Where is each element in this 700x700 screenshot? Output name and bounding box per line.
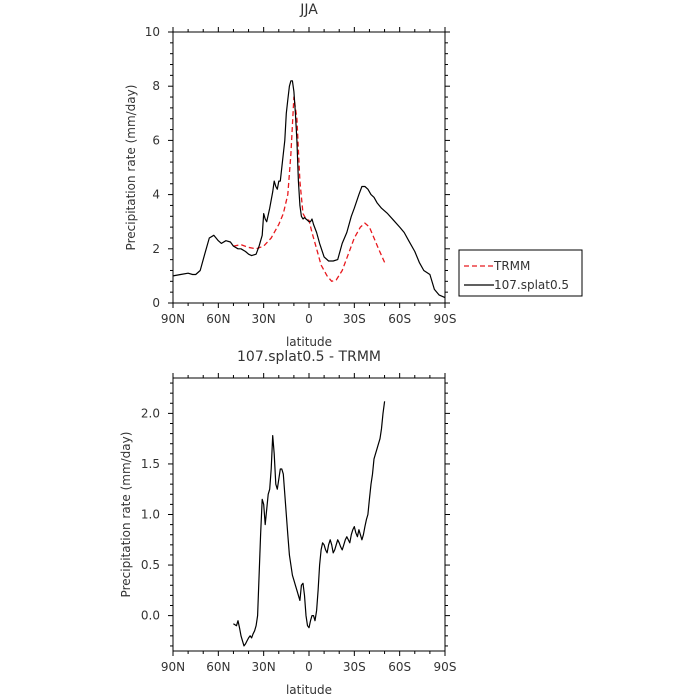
top-chart-y-ticks: 0 2 4 6 8 10 <box>145 25 450 310</box>
top-chart-x-tick-label: 0 <box>305 312 313 326</box>
bottom-chart-y-tick-label: 0.0 <box>141 609 160 623</box>
top-chart-lines <box>172 80 446 299</box>
legend-label-model: 107.splat0.5 <box>494 278 569 292</box>
bottom-chart-x-tick-label: 90N <box>161 660 185 674</box>
bottom-chart-plot-frame <box>172 377 446 652</box>
top-chart-y-tick-label: 8 <box>152 79 160 93</box>
bottom-chart-title: 107.splat0.5 - TRMM <box>237 349 381 365</box>
top-chart-y-tick-label: 10 <box>145 25 160 39</box>
top-chart-x-tick-label: 60N <box>206 312 230 326</box>
bottom-chart-y-tick-label: 1.5 <box>141 457 160 471</box>
top-chart-y-tick-label: 2 <box>152 242 160 256</box>
top-chart-y-axis-label: Precipitation rate (mm/day) <box>124 85 138 251</box>
top-chart-y-tick-label: 4 <box>152 188 160 202</box>
bottom-chart-lines <box>233 401 386 647</box>
top-chart-title: JJA <box>299 2 318 18</box>
bottom-chart-y-ticks: 0.0 0.5 1.0 1.5 2.0 <box>141 382 450 647</box>
bottom-chart-y-tick-label: 1.0 <box>141 508 160 522</box>
top-chart-x-axis-label: latitude <box>286 335 332 349</box>
bottom-chart-x-tick-label: 30S <box>343 660 366 674</box>
top-chart-y-tick-label: 0 <box>152 296 160 310</box>
top-chart: JJA 90N 60N 30N 0 30S 60S 90S 0 2 4 6 8 10 latitude… <box>124 2 456 349</box>
top-chart-series-line-1 <box>172 80 446 299</box>
bottom-chart-x-axis-label: latitude <box>286 683 332 697</box>
legend-box <box>458 249 583 297</box>
bottom-chart-y-axis-label: Precipitation rate (mm/day) <box>119 432 133 598</box>
bottom-chart-x-tick-label: 60S <box>388 660 411 674</box>
bottom-chart: 107.splat0.5 - TRMM 90N 60N 30N 0 30S 60S 90S … <box>119 349 456 697</box>
bottom-chart-y-tick-label: 0.5 <box>141 558 160 572</box>
bottom-chart-x-tick-label: 30N <box>252 660 276 674</box>
legend-label-trmm: TRMM <box>493 259 530 273</box>
top-chart-y-tick-label: 6 <box>152 133 160 147</box>
top-chart-x-tick-label: 90N <box>161 312 185 326</box>
bottom-chart-x-tick-label: 60N <box>206 660 230 674</box>
bottom-chart-y-tick-label: 2.0 <box>141 406 160 420</box>
bottom-chart-x-ticks: 90N 60N 30N 0 30S 60S 90S <box>161 373 457 674</box>
top-chart-x-tick-label: 60S <box>388 312 411 326</box>
top-chart-series-line-0 <box>233 96 386 282</box>
top-chart-plot-frame <box>172 31 446 304</box>
bottom-chart-series-line-0 <box>233 401 386 647</box>
legend: TRMM 107.splat0.5 <box>458 249 583 297</box>
bottom-chart-x-tick-label: 0 <box>305 660 313 674</box>
top-chart-x-tick-label: 30S <box>343 312 366 326</box>
top-chart-x-ticks: 90N 60N 30N 0 30S 60S 90S <box>161 27 457 326</box>
top-chart-x-tick-label: 90S <box>434 312 457 326</box>
top-chart-x-tick-label: 30N <box>252 312 276 326</box>
bottom-chart-x-tick-label: 90S <box>434 660 457 674</box>
